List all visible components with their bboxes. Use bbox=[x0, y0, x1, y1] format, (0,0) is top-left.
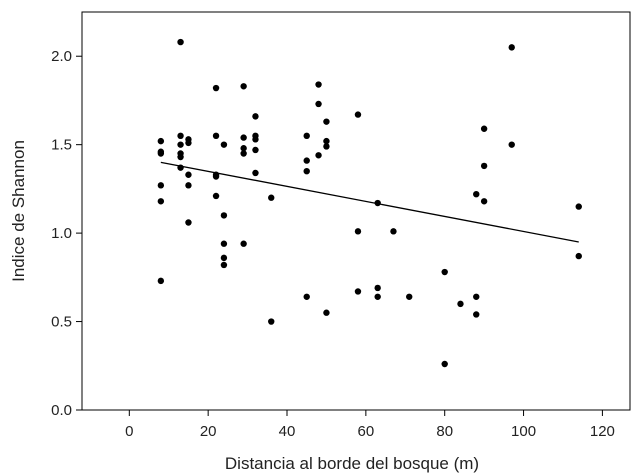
data-point bbox=[220, 261, 228, 269]
data-point bbox=[185, 182, 192, 189]
y-tick-label: 0.5 bbox=[51, 314, 72, 331]
data-point bbox=[220, 141, 228, 148]
data-point bbox=[157, 277, 165, 285]
trend-line bbox=[160, 161, 579, 243]
data-point bbox=[185, 171, 192, 178]
x-tick-label: 120 bbox=[590, 423, 615, 440]
data-point bbox=[441, 268, 448, 276]
data-point bbox=[323, 309, 330, 316]
data-point bbox=[441, 360, 448, 368]
y-tick-label: 1.0 bbox=[51, 225, 72, 242]
data-point bbox=[323, 143, 330, 150]
data-point bbox=[177, 153, 184, 161]
data-point bbox=[315, 81, 322, 88]
data-point bbox=[185, 219, 192, 226]
data-point bbox=[374, 284, 381, 292]
data-point bbox=[212, 84, 220, 92]
data-point bbox=[473, 293, 480, 300]
data-points bbox=[157, 38, 582, 368]
data-point bbox=[323, 118, 330, 125]
x-tick-label: 80 bbox=[436, 423, 453, 440]
data-point bbox=[315, 152, 322, 159]
data-point bbox=[480, 162, 488, 170]
data-point bbox=[473, 190, 480, 198]
x-tick-label: 100 bbox=[511, 423, 536, 440]
data-point bbox=[268, 318, 275, 325]
data-point bbox=[212, 173, 220, 180]
data-point bbox=[303, 157, 310, 164]
data-point bbox=[177, 141, 184, 148]
data-point bbox=[220, 240, 228, 247]
data-point bbox=[157, 137, 165, 145]
data-point bbox=[303, 293, 310, 300]
data-point bbox=[185, 139, 192, 147]
data-point bbox=[252, 146, 259, 154]
plot-frame bbox=[81, 11, 631, 411]
x-tick-label: 60 bbox=[358, 423, 375, 440]
data-point bbox=[177, 38, 184, 46]
y-tick-label: 2.0 bbox=[51, 48, 72, 65]
data-point bbox=[157, 198, 165, 205]
data-point bbox=[354, 288, 362, 295]
y-tick-label: 0.0 bbox=[51, 402, 72, 419]
data-point bbox=[354, 228, 362, 235]
data-point bbox=[157, 182, 165, 189]
data-point bbox=[575, 203, 582, 210]
data-point bbox=[406, 293, 413, 300]
data-point bbox=[508, 44, 515, 51]
data-point bbox=[268, 194, 275, 201]
data-point bbox=[480, 198, 488, 205]
data-point bbox=[240, 83, 247, 90]
data-point bbox=[390, 228, 397, 235]
y-tick-label: 1.5 bbox=[51, 137, 72, 154]
data-point bbox=[212, 192, 220, 200]
data-point bbox=[240, 145, 247, 152]
data-point bbox=[473, 311, 480, 318]
data-point bbox=[303, 168, 310, 175]
data-point bbox=[212, 132, 220, 140]
x-tick-label: 20 bbox=[200, 423, 217, 440]
data-point bbox=[240, 134, 247, 141]
x-tick-label: 40 bbox=[279, 423, 296, 440]
data-point bbox=[374, 293, 381, 300]
data-point bbox=[508, 141, 515, 148]
data-point bbox=[303, 132, 310, 140]
data-point bbox=[240, 240, 247, 247]
data-point bbox=[252, 113, 259, 120]
data-point bbox=[177, 132, 184, 140]
x-axis-title: Distancia al borde del bosque (m) bbox=[225, 454, 479, 473]
data-point bbox=[220, 212, 228, 219]
data-point bbox=[252, 136, 259, 143]
y-axis-ticks: 0.0 0.5 1.0 1.5 2.0 bbox=[51, 48, 82, 419]
data-point bbox=[252, 169, 259, 177]
data-point bbox=[480, 125, 488, 132]
data-point bbox=[220, 254, 228, 262]
data-point bbox=[240, 150, 247, 157]
data-point bbox=[575, 252, 582, 260]
data-point bbox=[354, 111, 362, 118]
data-point bbox=[157, 150, 165, 157]
data-point bbox=[457, 300, 464, 308]
x-tick-label: 0 bbox=[125, 423, 133, 440]
data-point bbox=[315, 100, 322, 108]
data-point bbox=[323, 137, 330, 145]
y-axis-title: Indice de Shannon bbox=[9, 140, 28, 282]
x-axis-ticks: 0 20 40 60 80 100 120 bbox=[125, 410, 615, 440]
